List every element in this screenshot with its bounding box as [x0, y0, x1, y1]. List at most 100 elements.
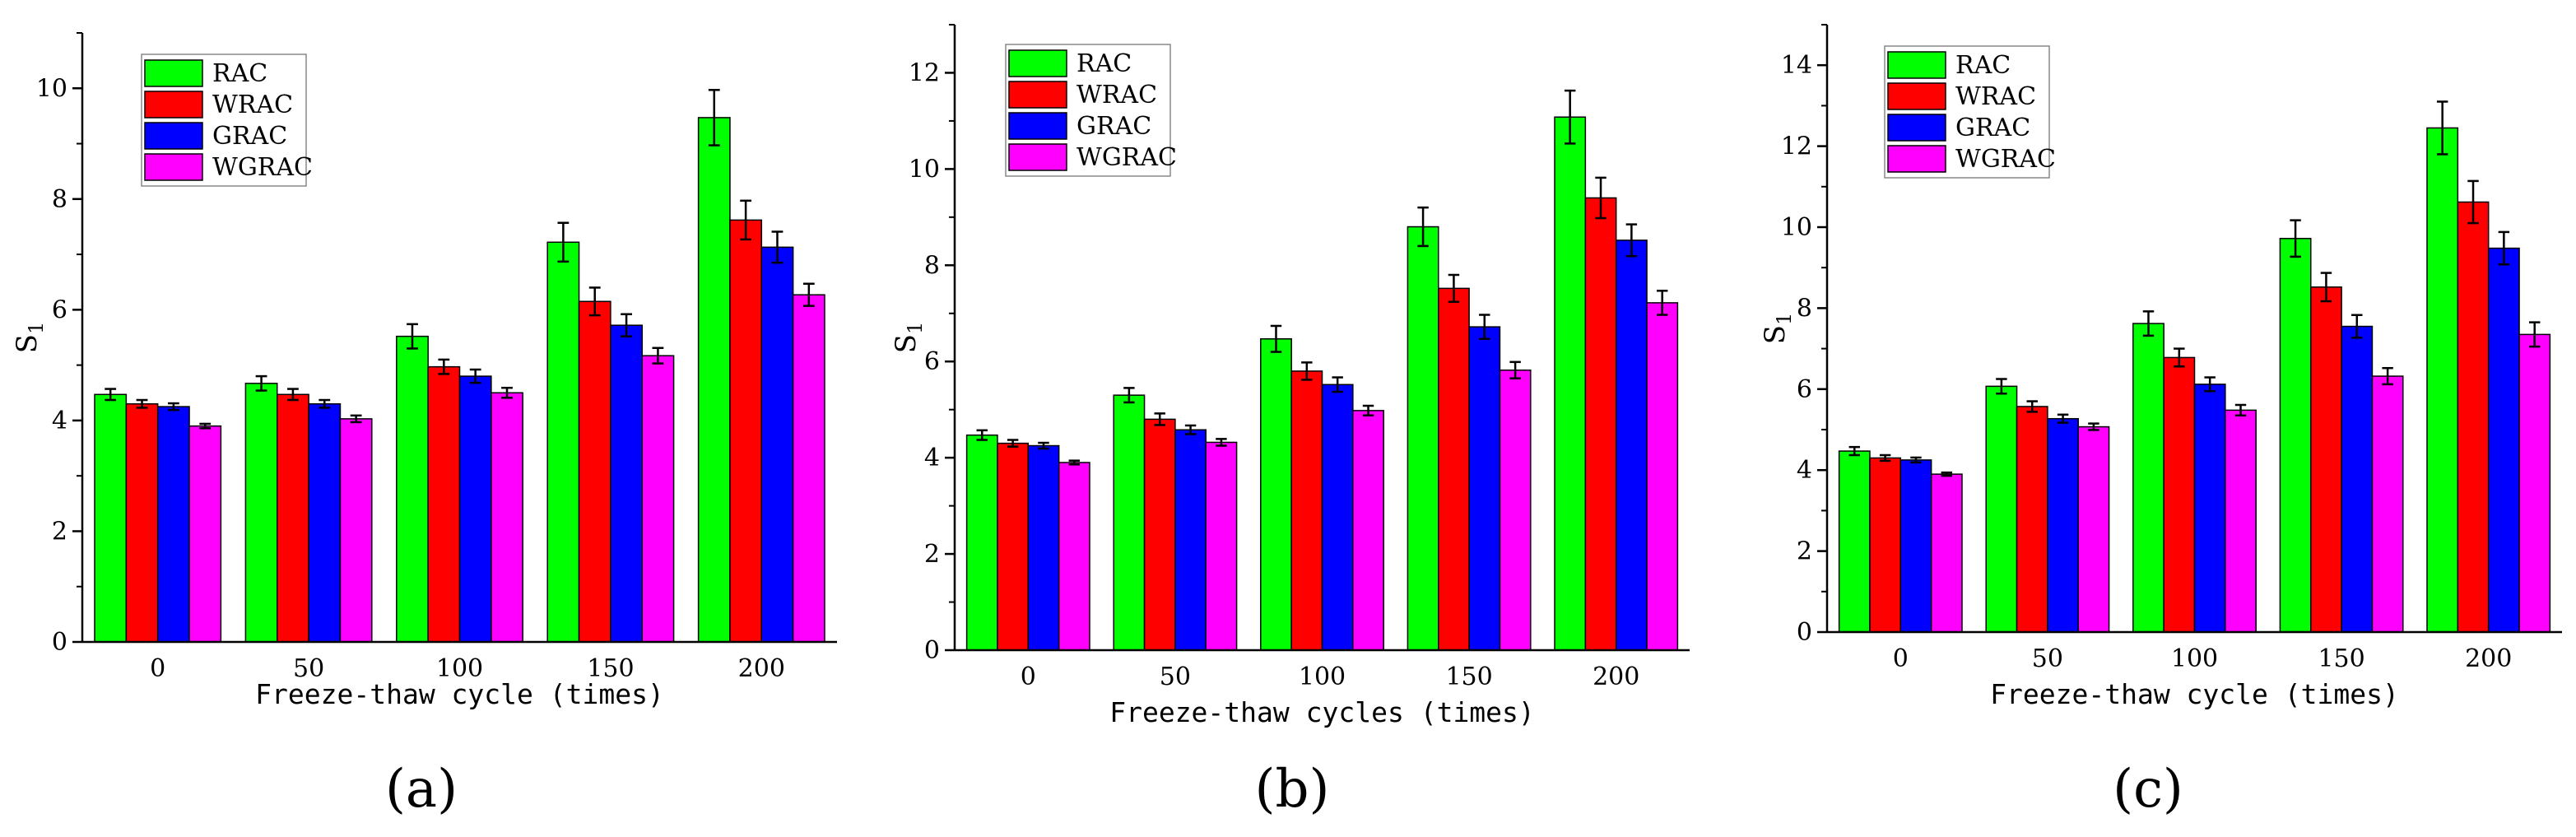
legend-label-wrac: WRAC — [1955, 82, 2036, 111]
x-tick-label: 50 — [2032, 644, 2063, 673]
legend-label-grac: GRAC — [212, 122, 287, 151]
caption-a: (a) — [385, 759, 458, 820]
y-tick-label: 4 — [52, 407, 67, 435]
bar-wgrac-50 — [339, 418, 373, 643]
y-axis-label-main: S — [11, 334, 44, 353]
bar-wgrac-50 — [2077, 425, 2110, 633]
y-tick-label: 8 — [924, 251, 940, 280]
x-axis-label: Freeze-thaw cycles (times) — [1109, 696, 1535, 728]
legend-label-rac: RAC — [1076, 49, 1132, 78]
legend-swatch-wgrac — [1008, 143, 1067, 171]
bar-grac-150 — [2341, 325, 2374, 633]
y-tick-label: 0 — [924, 636, 940, 665]
bar-wgrac-200 — [2518, 333, 2551, 633]
y-tick-label: 8 — [1797, 294, 1812, 323]
y-axis-label: S1 — [1759, 313, 1796, 345]
bar-grac-50 — [1174, 429, 1207, 651]
bar-rac-150 — [546, 241, 580, 643]
bar-grac-0 — [1027, 444, 1060, 651]
legend-label-rac: RAC — [1955, 51, 2011, 80]
y-tick-label: 2 — [924, 540, 940, 569]
bar-wgrac-150 — [2371, 375, 2404, 633]
bar-wrac-0 — [997, 442, 1030, 651]
legend-swatch-grac — [1887, 114, 1946, 142]
bar-rac-200 — [697, 117, 731, 643]
bar-rac-50 — [244, 383, 278, 643]
bar-grac-100 — [458, 375, 492, 643]
legend-label-wgrac: WGRAC — [1076, 143, 1177, 172]
x-tick-label: 0 — [1893, 644, 1909, 673]
bar-wgrac-0 — [1930, 473, 1963, 633]
x-tick-label: 0 — [1021, 663, 1036, 691]
legend-swatch-wgrac — [1887, 145, 1946, 173]
bar-wgrac-200 — [1646, 302, 1679, 651]
x-tick-label: 100 — [2171, 644, 2218, 673]
legend-label-wrac: WRAC — [1076, 81, 1157, 109]
y-tick-label: 10 — [36, 74, 67, 103]
legend-label-grac: GRAC — [1955, 114, 2030, 142]
bar-wrac-100 — [1290, 370, 1323, 651]
bar-wgrac-100 — [491, 392, 523, 643]
bar-rac-0 — [1838, 450, 1871, 633]
bar-wrac-150 — [578, 300, 611, 643]
bar-wrac-200 — [729, 219, 763, 643]
bar-grac-50 — [2047, 417, 2079, 633]
bar-rac-200 — [2426, 127, 2459, 633]
y-axis-label-subscript: 1 — [904, 322, 927, 334]
bar-wrac-50 — [1143, 418, 1176, 651]
bar-wrac-100 — [2163, 356, 2196, 633]
bar-wgrac-0 — [1058, 462, 1090, 651]
chart-panel-a: 0 50 100 150 200 0 2 4 6 8 10 Freeze-thaw cycle (ti… — [11, 32, 837, 710]
bar-rac-100 — [1260, 338, 1292, 651]
x-axis-label: Freeze-thaw cycle (times) — [1990, 678, 2399, 710]
bar-wrac-100 — [427, 365, 461, 643]
bar-grac-0 — [156, 406, 190, 643]
y-tick-label: 0 — [52, 628, 67, 657]
bar-rac-150 — [2279, 238, 2312, 633]
legend-swatch-grac — [144, 122, 203, 150]
bar-wrac-50 — [2016, 406, 2048, 633]
y-axis-label-subscript: 1 — [25, 322, 48, 334]
x-tick-label: 150 — [1445, 663, 1492, 691]
bar-rac-150 — [1407, 226, 1439, 651]
y-tick-label: 12 — [909, 58, 940, 87]
legend-swatch-grac — [1008, 112, 1067, 140]
bar-rac-200 — [1554, 116, 1587, 651]
bar-rac-100 — [396, 335, 429, 643]
legend-swatch-wrac — [1887, 82, 1946, 110]
caption-c: (c) — [2113, 759, 2183, 820]
y-tick-label: 6 — [924, 347, 940, 376]
x-tick-label: 100 — [1299, 663, 1346, 691]
bar-wgrac-100 — [2225, 409, 2257, 633]
chart-panel-c: 0 50 100 150 200 0 2 4 6 8 10 12 14 Freeze-thaw cycle… — [1759, 24, 2562, 710]
legend-label-wgrac: WGRAC — [212, 153, 313, 182]
bar-wgrac-50 — [1205, 441, 1238, 651]
bar-grac-50 — [308, 402, 342, 643]
bar-wgrac-150 — [641, 355, 675, 643]
x-tick-label: 150 — [2318, 644, 2364, 673]
bar-wrac-50 — [277, 393, 309, 643]
bar-wgrac-200 — [792, 294, 825, 643]
y-tick-label: 14 — [1781, 51, 1812, 80]
legend-swatch-rac — [1008, 49, 1067, 77]
bar-grac-150 — [610, 324, 643, 643]
bar-wrac-150 — [2310, 286, 2342, 633]
bar-wrac-200 — [1584, 197, 1617, 651]
bar-grac-200 — [2487, 247, 2520, 633]
legend-label-wrac: WRAC — [212, 91, 293, 119]
legend-swatch-wgrac — [144, 153, 203, 181]
legend-swatch-rac — [1887, 51, 1946, 79]
bar-grac-150 — [1468, 326, 1501, 651]
legend-swatch-wrac — [1008, 81, 1067, 109]
bar-wrac-150 — [1438, 287, 1470, 651]
bar-rac-50 — [1985, 385, 2018, 633]
bar-wrac-200 — [2457, 201, 2490, 633]
bar-grac-100 — [2193, 384, 2226, 633]
y-tick-label: 2 — [1797, 537, 1812, 566]
legend-label-rac: RAC — [212, 59, 267, 88]
y-axis-label-subscript: 1 — [1773, 313, 1796, 325]
y-tick-label: 10 — [1781, 213, 1812, 242]
legend-swatch-wrac — [144, 91, 203, 119]
bar-rac-0 — [965, 434, 998, 651]
